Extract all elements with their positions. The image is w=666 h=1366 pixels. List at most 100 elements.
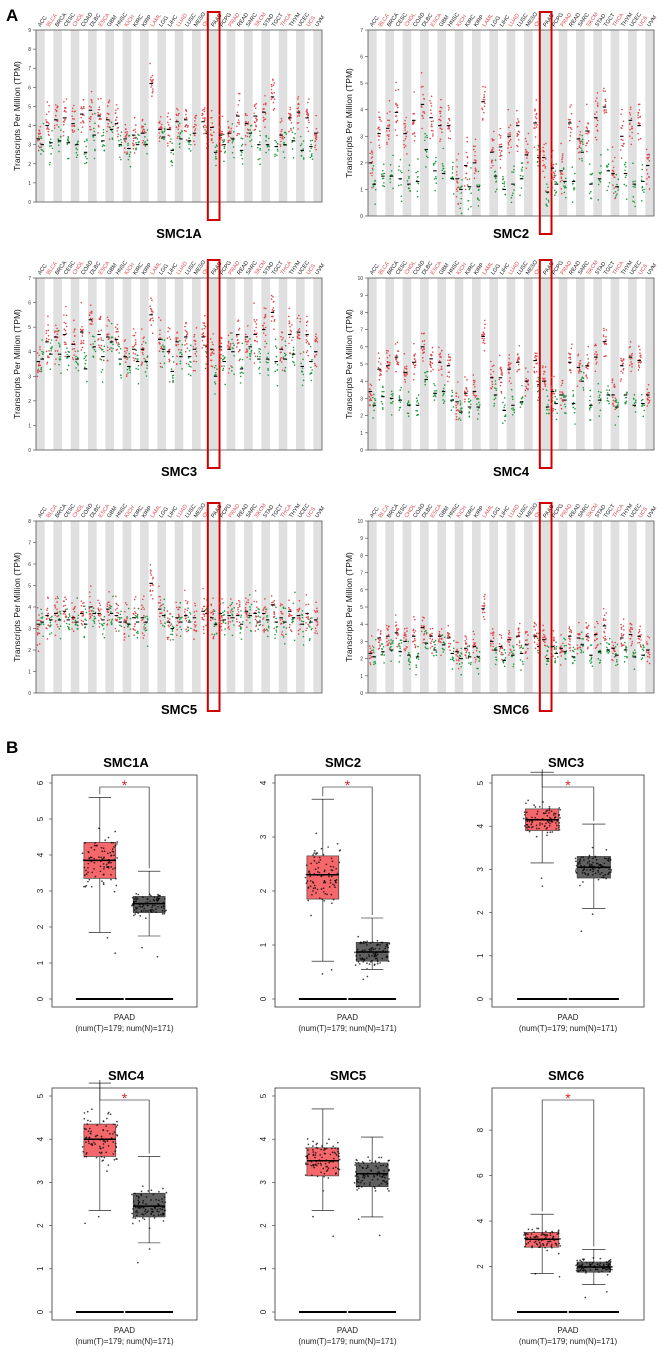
normal-point xyxy=(266,145,269,148)
normal-point xyxy=(120,616,122,619)
normal-point xyxy=(309,156,312,159)
tumor-point xyxy=(132,140,135,142)
normal-point xyxy=(293,361,295,364)
tumor-point xyxy=(368,392,371,394)
normal-point xyxy=(374,399,377,402)
normal-point xyxy=(267,367,269,370)
normal-point xyxy=(371,169,374,171)
tumor-point xyxy=(637,365,640,367)
tumor-point xyxy=(107,611,110,614)
tumor-point xyxy=(422,85,424,88)
tumor-point xyxy=(637,103,640,106)
normal-point xyxy=(573,188,575,191)
tumor-point xyxy=(432,351,434,353)
normal-point xyxy=(513,411,516,414)
category-stripe xyxy=(558,521,568,693)
normal-point xyxy=(214,364,217,367)
category-stripe xyxy=(122,30,132,202)
normal-point xyxy=(101,145,104,148)
tumor-point xyxy=(527,161,529,163)
tumor-point xyxy=(203,107,206,109)
tumor-point xyxy=(542,365,544,367)
category-stripe xyxy=(472,30,481,216)
y-tick-label: 3 xyxy=(28,143,31,149)
tumor-point xyxy=(210,365,213,367)
normal-point xyxy=(623,163,626,166)
category-stripe xyxy=(506,521,516,693)
normal-point xyxy=(50,616,52,619)
tumor-point xyxy=(245,626,248,628)
tumor-point xyxy=(238,599,240,602)
tumor-point xyxy=(552,407,555,410)
tumor-point xyxy=(406,131,408,133)
tumor-point xyxy=(550,178,553,181)
tumor-point xyxy=(272,109,275,111)
tumor-point xyxy=(645,148,648,151)
tumor-point xyxy=(264,102,267,105)
normal-point xyxy=(504,404,506,406)
normal-point xyxy=(102,128,105,131)
normal-point xyxy=(512,171,515,173)
tumor-point xyxy=(457,202,460,205)
tumor-point xyxy=(533,366,535,368)
normal-point xyxy=(284,366,287,369)
tumor-point xyxy=(238,133,241,135)
tumor-point xyxy=(264,340,266,343)
tumor-point xyxy=(413,132,416,134)
tumor-point xyxy=(483,327,486,329)
tumor-point xyxy=(629,364,631,367)
tumor-point xyxy=(491,383,494,386)
tumor-point xyxy=(141,130,144,132)
tumor-point xyxy=(88,591,91,593)
tumor-point xyxy=(160,127,163,130)
normal-point xyxy=(258,608,260,611)
normal-point xyxy=(258,350,261,353)
tumor-point xyxy=(560,397,562,400)
category-stripe xyxy=(402,278,412,450)
tumor-point xyxy=(499,127,502,130)
normal-point xyxy=(477,170,480,173)
tumor-point xyxy=(647,153,650,156)
tumor-point xyxy=(440,106,443,109)
normal-point xyxy=(461,185,463,188)
tumor-point xyxy=(430,105,433,107)
normal-point xyxy=(223,138,226,141)
normal-point xyxy=(450,409,453,412)
tumor-point xyxy=(74,350,77,353)
normal-point xyxy=(85,611,88,614)
tumor-point xyxy=(175,336,177,339)
tumor-point xyxy=(132,334,135,337)
tumor-point xyxy=(176,628,179,631)
normal-point xyxy=(275,617,277,620)
tumor-point xyxy=(48,356,50,359)
normal-point xyxy=(110,322,113,325)
tumor-point xyxy=(543,143,545,146)
tumor-point xyxy=(370,656,373,658)
normal-point xyxy=(170,633,172,636)
tumor-point xyxy=(106,624,108,626)
normal-point xyxy=(180,351,182,354)
normal-point xyxy=(231,332,233,334)
normal-point xyxy=(494,174,497,176)
tumor-point xyxy=(544,165,547,168)
tumor-point xyxy=(246,356,249,359)
tumor-point xyxy=(213,352,215,355)
tumor-point xyxy=(176,355,178,357)
tumor-point xyxy=(439,112,442,115)
y-tick-label: 1 xyxy=(360,674,363,680)
tumor-point xyxy=(98,106,101,108)
tumor-point xyxy=(143,595,145,597)
tumor-point xyxy=(166,638,169,640)
tumor-point xyxy=(262,629,265,632)
tumor-point xyxy=(473,381,476,384)
tumor-point xyxy=(106,605,109,607)
tumor-point xyxy=(298,334,301,336)
normal-point xyxy=(519,174,522,177)
tumor-point xyxy=(413,112,415,115)
normal-point xyxy=(397,169,400,171)
normal-point xyxy=(553,189,556,192)
normal-point xyxy=(67,138,69,141)
tumor-point xyxy=(114,124,117,126)
normal-point xyxy=(409,189,411,192)
normal-point xyxy=(241,143,244,146)
